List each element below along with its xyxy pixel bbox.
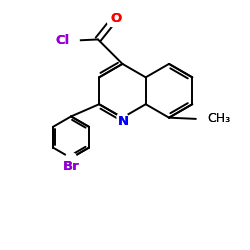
Text: N: N <box>118 115 129 128</box>
Circle shape <box>66 34 79 48</box>
Text: Br: Br <box>63 160 80 173</box>
Circle shape <box>117 112 128 123</box>
Text: CH₃: CH₃ <box>207 112 230 126</box>
Circle shape <box>107 16 118 26</box>
Text: O: O <box>111 12 122 25</box>
Text: CH₃: CH₃ <box>207 112 230 126</box>
Text: O: O <box>111 12 122 25</box>
Text: N: N <box>118 115 129 128</box>
Text: Br: Br <box>63 160 80 173</box>
Text: Cl: Cl <box>56 34 70 47</box>
Text: Cl: Cl <box>56 34 70 47</box>
Circle shape <box>66 152 76 164</box>
